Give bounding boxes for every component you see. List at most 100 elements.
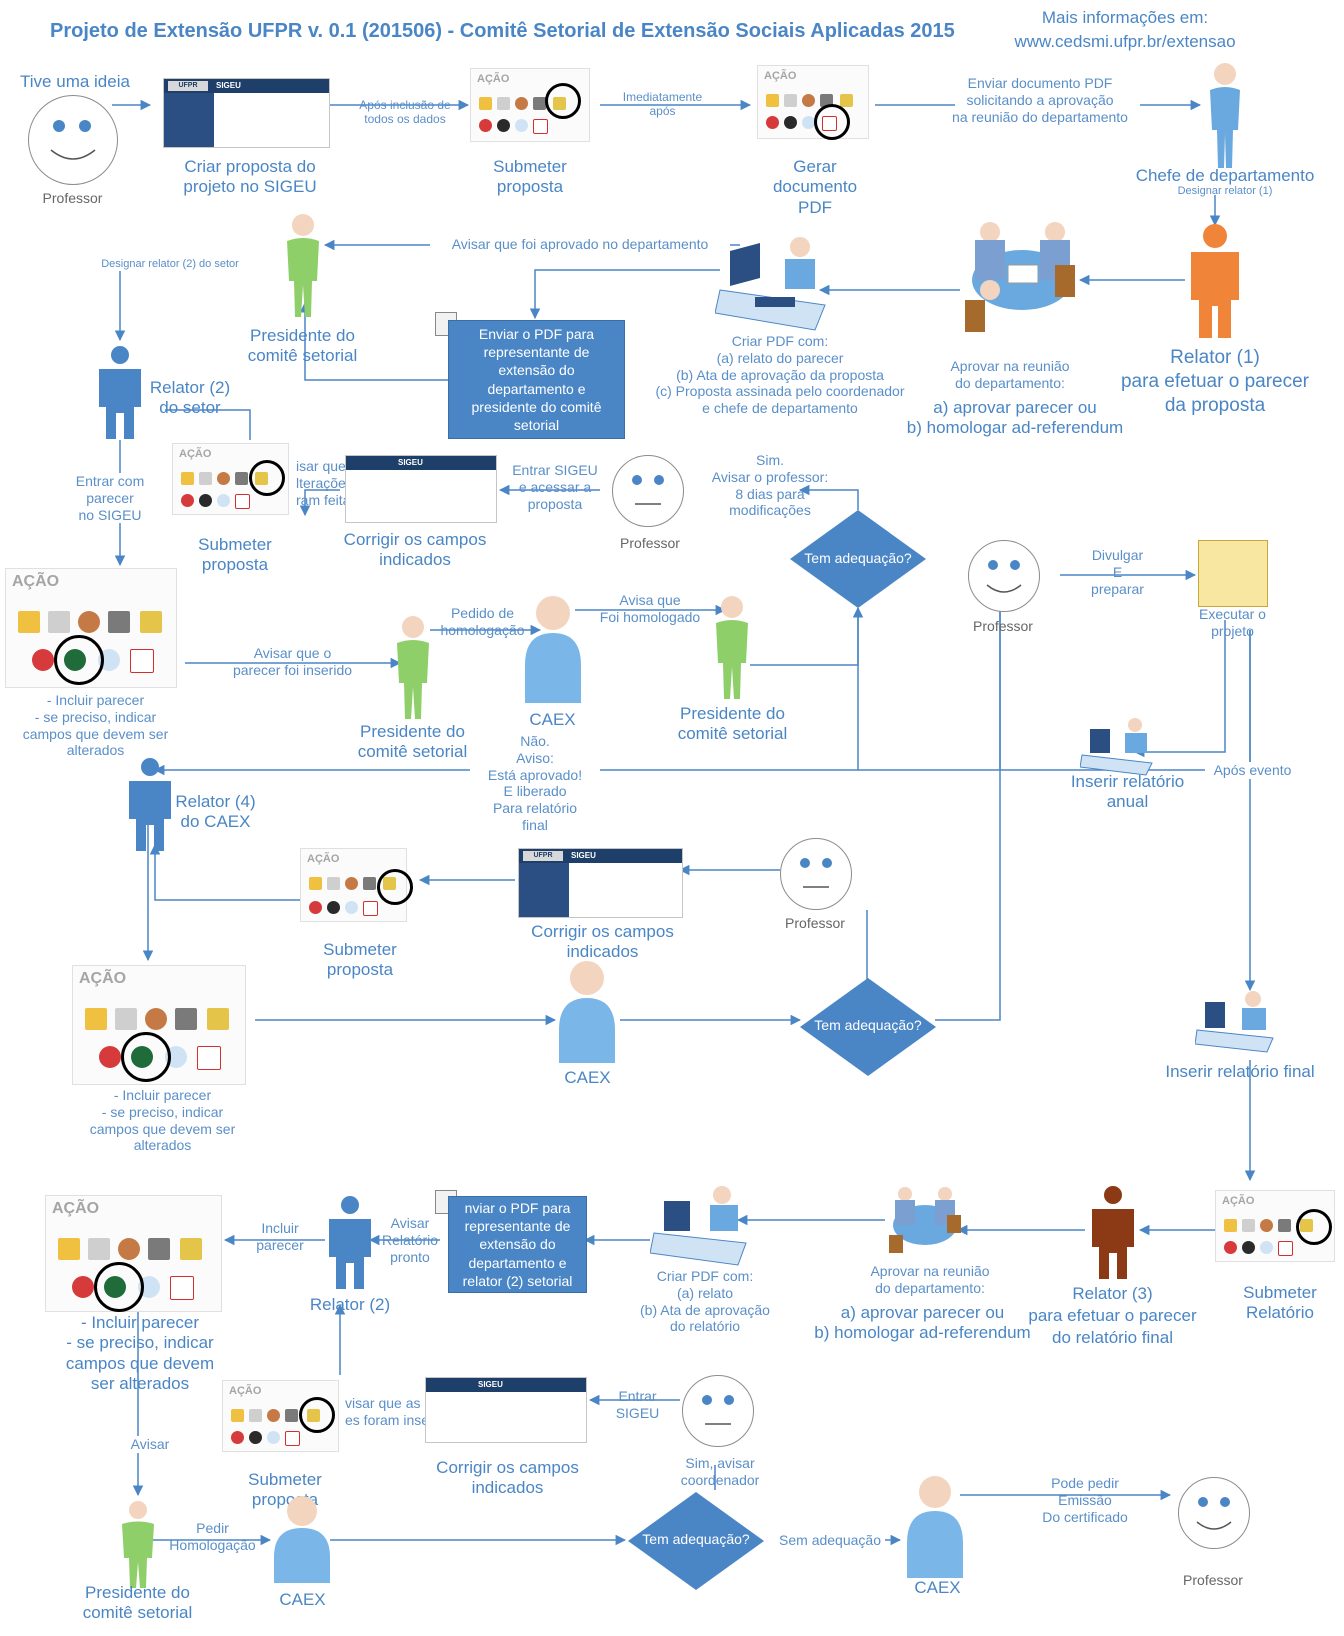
- designar1-label: Designar relator (1): [1177, 185, 1273, 197]
- pdf-icon[interactable]: [170, 1276, 194, 1300]
- print-icon[interactable]: [1278, 1219, 1291, 1232]
- chat-icon[interactable]: [217, 494, 230, 507]
- print-icon[interactable]: [235, 472, 248, 485]
- sigeu-screenshot[interactable]: SIGEU: [425, 1377, 587, 1443]
- cancel-icon[interactable]: [766, 116, 779, 129]
- pdf-icon[interactable]: [197, 1046, 221, 1070]
- cancel-icon[interactable]: [309, 901, 322, 914]
- acao-panel-1[interactable]: AÇÃO: [470, 68, 590, 142]
- card-icon[interactable]: [784, 94, 797, 107]
- user-icon[interactable]: [145, 1008, 167, 1030]
- cancel-icon[interactable]: [231, 1431, 244, 1444]
- sigeu-screenshot[interactable]: SIGEU: [345, 455, 497, 523]
- corrigir-label-3: Corrigir os campos indicados: [436, 1458, 579, 1498]
- comment-icon[interactable]: [784, 116, 797, 129]
- acao-panel-8[interactable]: AÇÃO: [45, 1195, 222, 1312]
- edit-icon[interactable]: [231, 1409, 244, 1422]
- gerar-pdf-label: Gerar documento PDF: [772, 157, 858, 217]
- avisar-aprovado-label: Avisar que foi aprovado no departamento: [430, 236, 730, 253]
- chat-icon[interactable]: [267, 1431, 280, 1444]
- comment-icon[interactable]: [249, 1431, 262, 1444]
- lock-icon[interactable]: [207, 1008, 229, 1030]
- cancel-icon[interactable]: [32, 649, 54, 671]
- comment-icon[interactable]: [327, 901, 340, 914]
- user-icon[interactable]: [217, 472, 230, 485]
- chat-icon[interactable]: [802, 116, 815, 129]
- presidente-person-icon: [716, 596, 748, 699]
- edit-icon[interactable]: [1224, 1219, 1237, 1232]
- sigeu-screenshot[interactable]: SIGEU UFPR: [518, 848, 683, 918]
- acao-panel-9[interactable]: AÇÃO: [222, 1380, 339, 1452]
- comment-icon[interactable]: [497, 119, 510, 132]
- lock-icon[interactable]: [180, 1238, 202, 1260]
- print-icon[interactable]: [820, 94, 833, 107]
- user-icon[interactable]: [515, 97, 528, 110]
- print-icon[interactable]: [148, 1238, 170, 1260]
- presidente-label-4: Presidente do comitê setorial: [82, 1583, 193, 1623]
- edit-icon[interactable]: [766, 94, 779, 107]
- print-icon[interactable]: [363, 877, 376, 890]
- corrigir-label-2: Corrigir os campos indicados: [531, 922, 674, 962]
- avisa-homol-label: Avisa que Foi homologado: [599, 592, 701, 625]
- acao-panel-4[interactable]: AÇÃO: [5, 568, 177, 688]
- acao-panel-3[interactable]: AÇÃO: [172, 443, 289, 515]
- card-icon[interactable]: [497, 97, 510, 110]
- card-icon[interactable]: [48, 611, 70, 633]
- cancel-icon[interactable]: [181, 494, 194, 507]
- edit-icon[interactable]: [85, 1008, 107, 1030]
- print-icon[interactable]: [285, 1409, 298, 1422]
- edit-icon[interactable]: [181, 472, 194, 485]
- cancel-icon[interactable]: [479, 119, 492, 132]
- chat-icon[interactable]: [1260, 1241, 1273, 1254]
- acao-panel-5[interactable]: AÇÃO: [300, 848, 413, 922]
- presidente-person-icon: [122, 1501, 154, 1588]
- chat-icon[interactable]: [345, 901, 358, 914]
- print-icon[interactable]: [175, 1008, 197, 1030]
- user-icon[interactable]: [1260, 1219, 1273, 1232]
- card-icon[interactable]: [115, 1008, 137, 1030]
- edit-icon[interactable]: [309, 877, 322, 890]
- user-icon[interactable]: [345, 877, 358, 890]
- acao-panel-7[interactable]: AÇÃO: [1215, 1190, 1335, 1262]
- card-icon[interactable]: [199, 472, 212, 485]
- print-icon[interactable]: [533, 97, 546, 110]
- comment-icon[interactable]: [1242, 1241, 1255, 1254]
- highlight-ring: [814, 104, 850, 140]
- pdf-icon[interactable]: [1278, 1241, 1293, 1256]
- comment-icon[interactable]: [199, 494, 212, 507]
- card-icon[interactable]: [327, 877, 340, 890]
- card-icon[interactable]: [249, 1409, 262, 1422]
- print-icon[interactable]: [108, 611, 130, 633]
- user-icon[interactable]: [78, 611, 100, 633]
- user-icon[interactable]: [267, 1409, 280, 1422]
- user-icon[interactable]: [802, 94, 815, 107]
- cancel-icon[interactable]: [1224, 1241, 1237, 1254]
- pdf-icon[interactable]: [285, 1431, 300, 1446]
- pdf-icon[interactable]: [130, 649, 154, 673]
- acao-header: AÇÃO: [229, 1385, 262, 1397]
- info-line-1: Mais informações em:: [1041, 8, 1209, 27]
- lock-icon[interactable]: [840, 94, 853, 107]
- relator1-label: Relator (1) para efetuar o parecer da pr…: [1120, 347, 1309, 416]
- user-icon[interactable]: [118, 1238, 140, 1260]
- acao-panel-2[interactable]: AÇÃO: [757, 65, 869, 140]
- edit-icon[interactable]: [58, 1238, 80, 1260]
- caex-label-2: CAEX: [564, 1068, 611, 1087]
- card-icon[interactable]: [88, 1238, 110, 1260]
- chat-icon[interactable]: [515, 119, 528, 132]
- acao-panel-6[interactable]: AÇÃO: [72, 965, 246, 1085]
- avisar-iteracoes-label: isar que as lterações ram feitas: [296, 458, 364, 508]
- edit-icon[interactable]: [479, 97, 492, 110]
- card-icon[interactable]: [1242, 1219, 1255, 1232]
- pdf-icon[interactable]: [533, 119, 548, 134]
- cancel-icon[interactable]: [72, 1276, 94, 1298]
- cancel-icon[interactable]: [99, 1046, 121, 1068]
- designar2-label: Designar relator (2) do setor: [85, 258, 255, 272]
- edit-icon[interactable]: [18, 611, 40, 633]
- lock-icon[interactable]: [140, 611, 162, 633]
- sigeu-screenshot[interactable]: SIGEU UFPR: [163, 78, 330, 148]
- info-link[interactable]: www.cedsmi.ufpr.br/extensao: [1014, 32, 1236, 51]
- pdf-icon[interactable]: [235, 494, 250, 509]
- computer-worker-icon: [650, 1186, 747, 1266]
- pdf-icon[interactable]: [363, 901, 378, 916]
